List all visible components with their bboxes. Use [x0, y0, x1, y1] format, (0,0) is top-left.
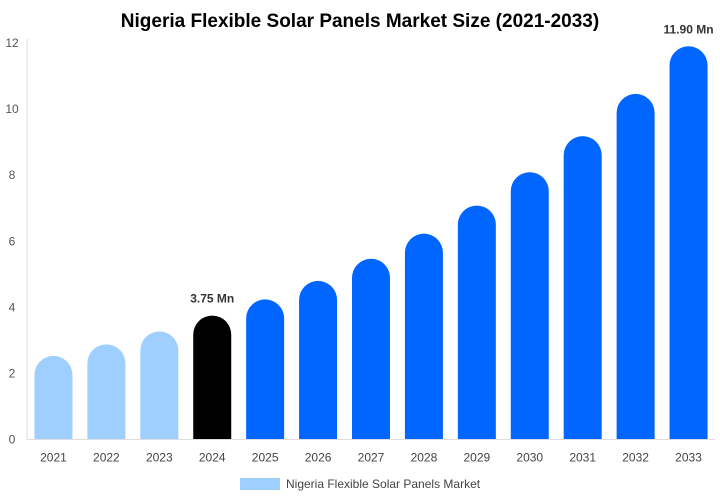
x-tick-label: 2022 — [93, 451, 120, 465]
data-labels: 3.75 Mn 11.90 Mn — [190, 22, 713, 305]
bar-2029[interactable] — [457, 205, 496, 440]
y-axis: 0 2 4 6 8 10 12 — [5, 36, 28, 447]
x-tick-label: 2028 — [411, 451, 438, 465]
x-tick-label: 2021 — [40, 451, 67, 465]
y-tick-label: 6 — [9, 234, 16, 248]
x-tick-label: 2031 — [569, 451, 596, 465]
bar-2031[interactable] — [563, 136, 602, 440]
bar-2024[interactable] — [193, 315, 232, 440]
y-tick-label: 10 — [5, 102, 19, 116]
y-tick-label: 2 — [9, 366, 16, 380]
bar-2032[interactable] — [616, 93, 655, 440]
data-label-2033: 11.90 Mn — [664, 22, 714, 36]
x-tick-label: 2024 — [199, 451, 226, 465]
data-label-2024: 3.75 Mn — [190, 292, 234, 306]
x-tick-label: 2027 — [358, 451, 385, 465]
x-tick-label: 2025 — [252, 451, 279, 465]
chart-title: Nigeria Flexible Solar Panels Market Siz… — [121, 11, 599, 32]
bar-2028[interactable] — [404, 233, 443, 440]
x-tick-label: 2032 — [622, 451, 649, 465]
y-tick-label: 8 — [9, 168, 16, 182]
legend-swatch — [240, 478, 280, 490]
bar-2022[interactable] — [87, 344, 126, 440]
y-tick-label: 4 — [9, 300, 16, 314]
legend[interactable]: Nigeria Flexible Solar Panels Market — [240, 477, 481, 491]
bar-2027[interactable] — [352, 258, 390, 440]
x-tick-label: 2023 — [146, 451, 173, 465]
x-tick-label: 2033 — [675, 451, 702, 465]
bars — [34, 46, 708, 440]
bar-2026[interactable] — [299, 280, 338, 440]
legend-label: Nigeria Flexible Solar Panels Market — [286, 477, 481, 491]
x-tick-label: 2030 — [516, 451, 543, 465]
bar-2021[interactable] — [34, 355, 73, 440]
bar-2030[interactable] — [510, 172, 549, 440]
bar-2025[interactable] — [246, 299, 285, 440]
x-tick-label: 2029 — [463, 451, 490, 465]
y-tick-label: 12 — [5, 36, 19, 50]
y-tick-label: 0 — [9, 433, 16, 447]
bar-2033[interactable] — [669, 46, 708, 440]
x-axis: 2021 2022 2023 2024 2025 2026 2027 2028 2029 2030… — [27, 439, 715, 465]
bar-2023[interactable] — [140, 331, 179, 440]
x-tick-label: 2026 — [305, 451, 332, 465]
